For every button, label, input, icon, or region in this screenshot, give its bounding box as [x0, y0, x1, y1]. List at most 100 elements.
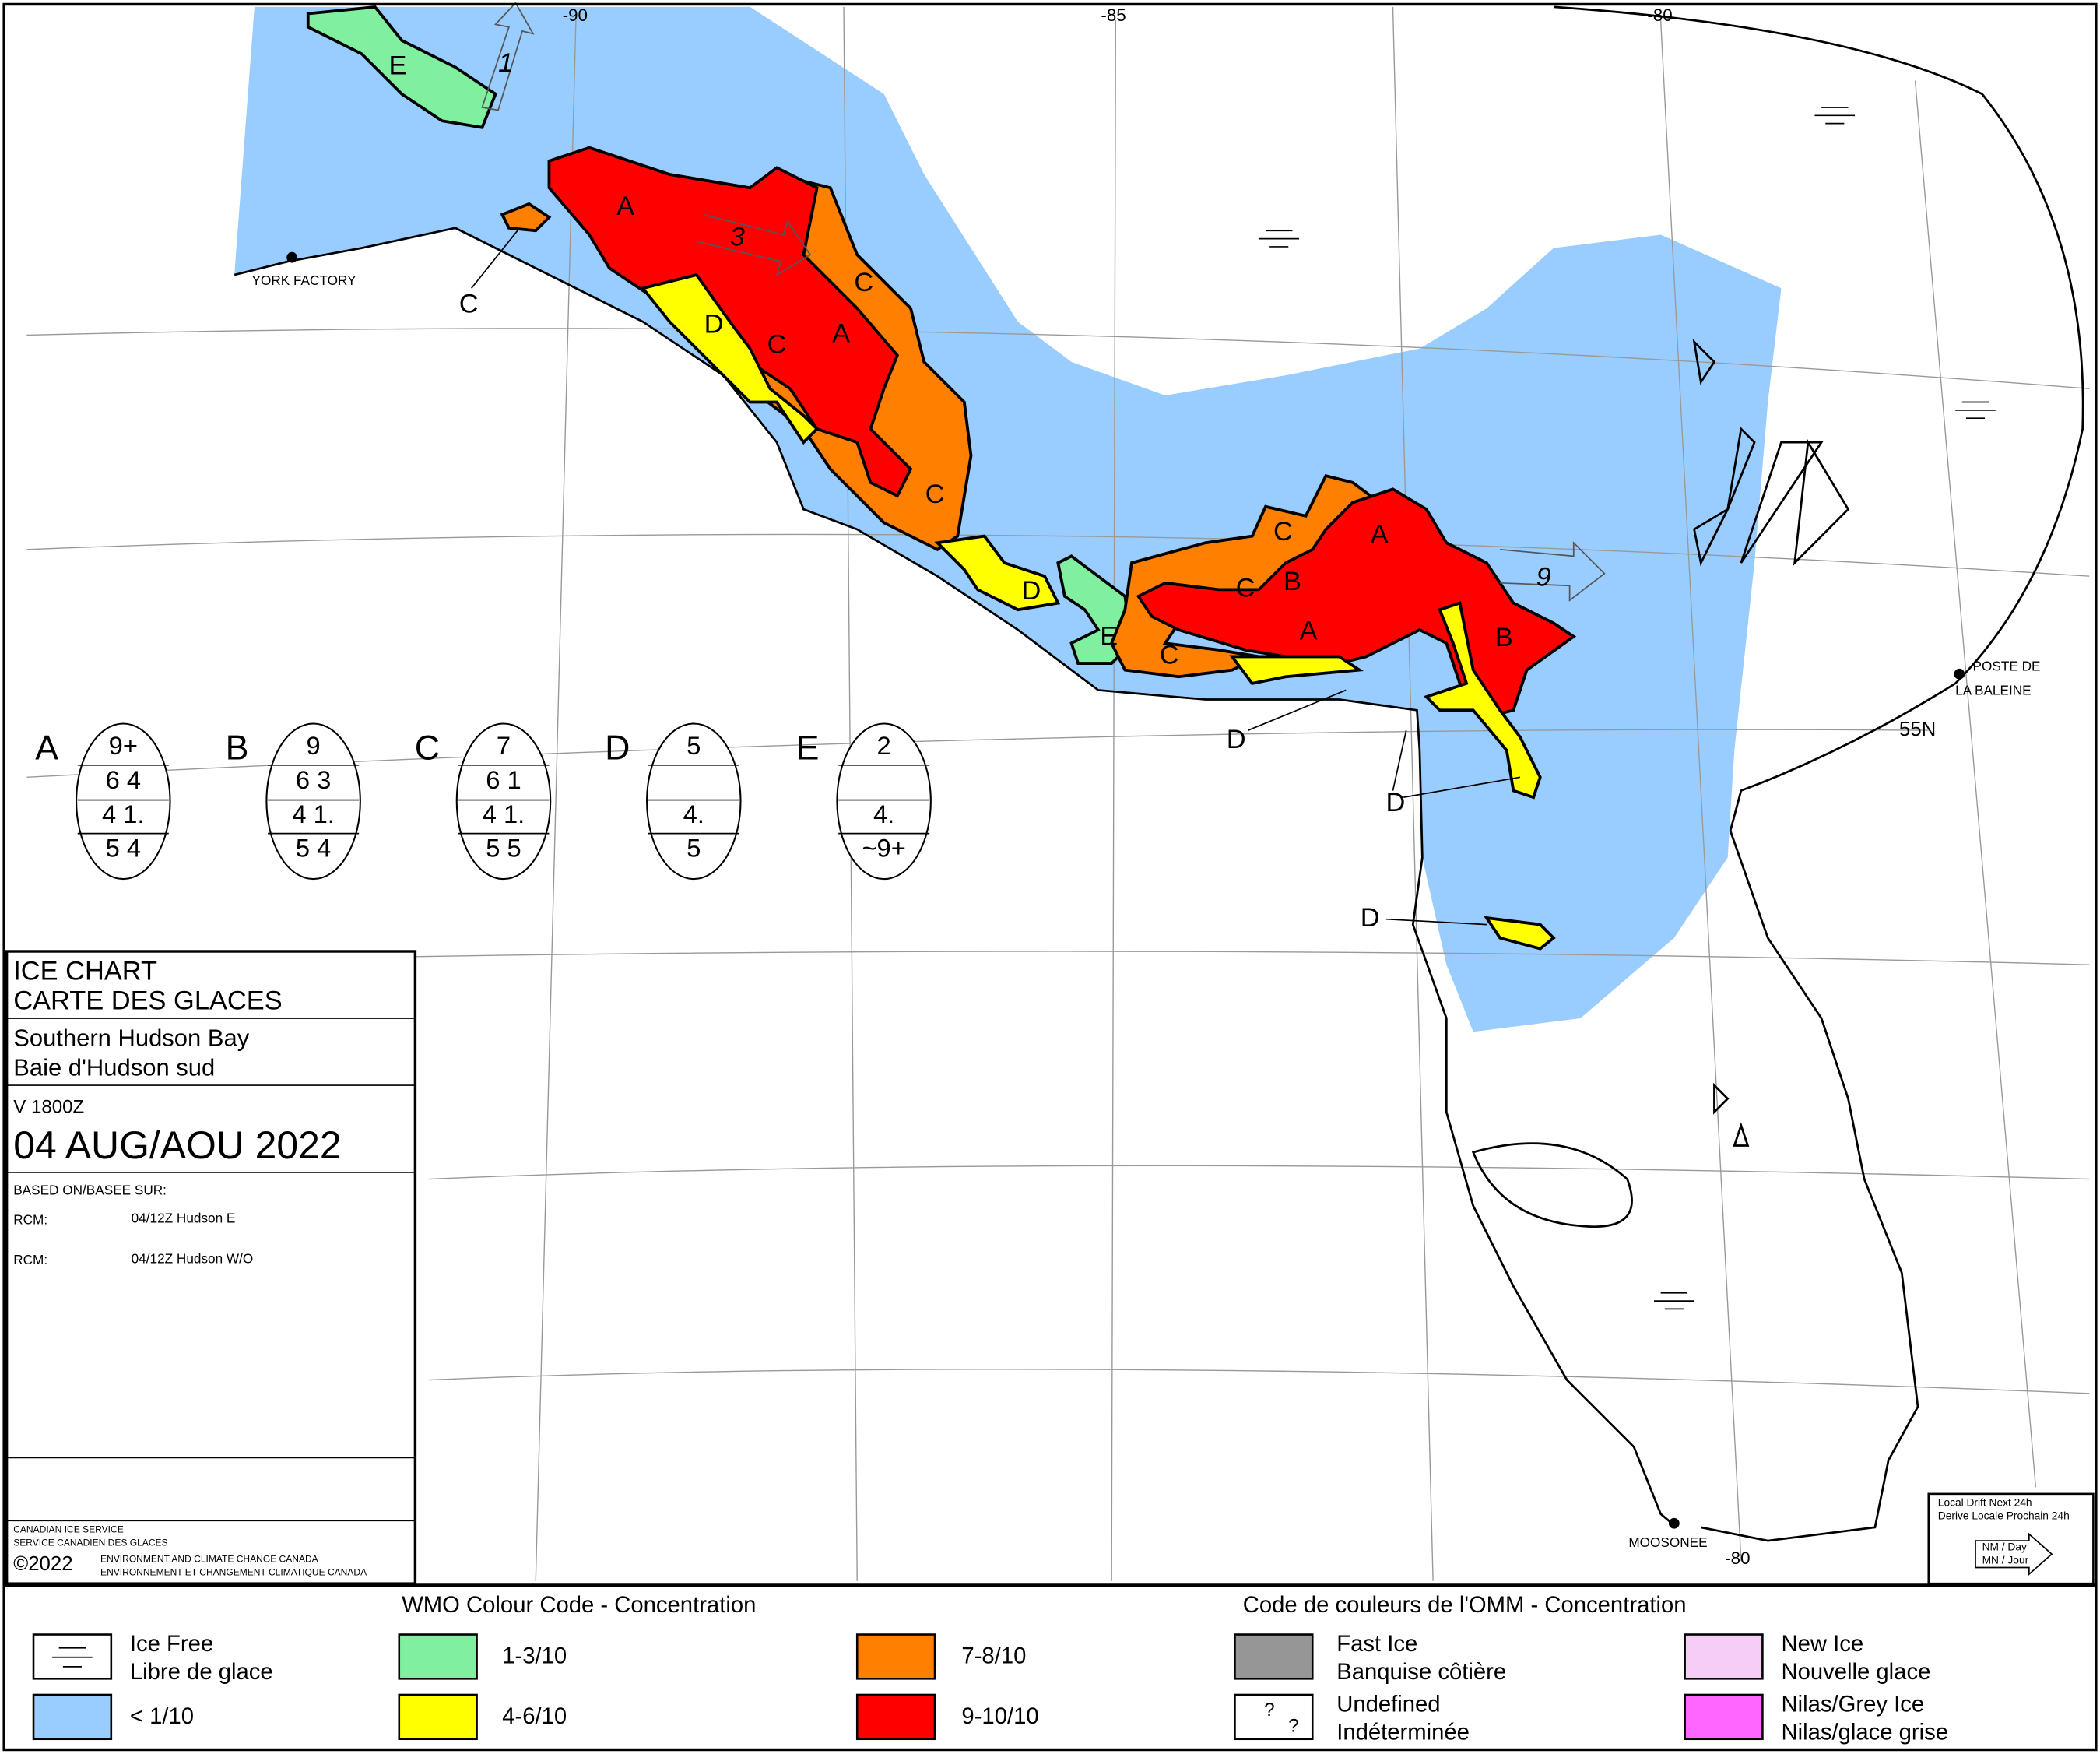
drift-units: NM / Day — [1982, 1541, 2027, 1552]
legend-swatch — [855, 1633, 936, 1680]
legend-label: Nilas/glace grise — [1781, 1721, 1948, 1745]
legend-label: Nouvelle glace — [1781, 1660, 1930, 1685]
region-name: Southern Hudson Bay — [13, 1025, 250, 1052]
legend-swatch — [1684, 1633, 1764, 1680]
area-4-6 — [1424, 601, 1542, 800]
legend-label: Undefined — [1336, 1692, 1440, 1717]
region-label: A — [832, 319, 850, 349]
egg-value: 7 — [497, 731, 511, 760]
legend-title: Code de couleurs de l'OMM - Concentratio… — [1243, 1593, 1687, 1618]
egg-value: 4 1. — [102, 800, 145, 828]
egg-value: 5 5 — [486, 834, 521, 863]
source-detail: 04/12Z Hudson W/O — [132, 1250, 254, 1266]
department: ENVIRONMENT AND CLIMATE CHANGE CANADA — [100, 1553, 318, 1564]
title-block: ICE CHART CARTE DES GLACES Southern Huds… — [5, 950, 417, 1585]
longitude-label: -90 — [563, 5, 588, 25]
agency: SERVICE CANADIEN DES GLACES — [13, 1538, 167, 1548]
drift-arrow — [1975, 1532, 2053, 1576]
ice-areas — [306, 5, 1577, 951]
region-labels: E C A C D C A C D E C C B C A A B D D D — [389, 51, 1513, 932]
area-4-6 — [934, 534, 1061, 612]
region-label: A — [1371, 520, 1389, 550]
agency: CANADIAN ICE SERVICE — [13, 1524, 124, 1535]
drift-units: MN / Jour — [1982, 1555, 2029, 1566]
area-7-8 — [500, 202, 552, 233]
place-marker — [1668, 1517, 1680, 1529]
drift-value: 9 — [1536, 563, 1551, 592]
place-name: POSTE DE — [1973, 659, 2041, 674]
egg-value: 5 — [687, 834, 701, 863]
legend-label: Ice Free — [130, 1632, 213, 1657]
egg-label: E — [796, 729, 820, 768]
egg-value: 5 — [687, 731, 701, 760]
source-detail: 04/12Z Hudson E — [132, 1211, 236, 1226]
valid-time: V 1800Z — [13, 1097, 84, 1118]
legend-label: 9-10/10 — [961, 1704, 1038, 1729]
egg-oval — [76, 722, 171, 881]
region-label: C — [854, 268, 873, 297]
egg-codes: A 9+ 6 4 4 1. 5 4 B 9 6 3 4 1. 5 4 C 7 6 1 4 1. 5 5 D 5 4… — [35, 722, 932, 881]
legend-swatch — [1234, 1693, 1314, 1741]
region-label: C — [459, 290, 479, 319]
places: YORK FACTORY POSTE DE LA BALEINE MOOSONE… — [251, 251, 2041, 1550]
area-4-6 — [1484, 916, 1556, 951]
egg-label: D — [605, 729, 630, 768]
egg-value: ~9+ — [862, 834, 905, 863]
region-label: D — [704, 310, 724, 339]
coastline — [234, 5, 2084, 1542]
area-4-6 — [1229, 655, 1364, 685]
based-on: BASED ON/BASEE SUR: — [13, 1183, 167, 1198]
undefined-symbol: ? — [1264, 1700, 1274, 1721]
egg-value: 4. — [683, 800, 704, 828]
legend-label: < 1/10 — [130, 1704, 194, 1729]
place-name: MOOSONEE — [1628, 1534, 1707, 1550]
egg-value: 4 1. — [483, 800, 525, 828]
region-label: B — [1284, 567, 1301, 596]
source-sensor: RCM: — [13, 1211, 47, 1227]
area-4-6 — [640, 272, 820, 445]
egg-value: 2 — [877, 731, 891, 760]
chart-title: CARTE DES GLACES — [13, 986, 282, 1015]
ice-free-symbol — [52, 1647, 93, 1668]
legend-label: Nilas/Grey Ice — [1781, 1692, 1924, 1717]
legend-swatch — [855, 1693, 936, 1741]
egg-value: 5 4 — [296, 834, 331, 863]
region-label: D — [1361, 903, 1380, 933]
egg-oval — [646, 722, 742, 881]
copyright: ©2022 — [13, 1553, 72, 1575]
legend-label: 1-3/10 — [502, 1644, 567, 1669]
drift-title: Derive Locale Prochain 24h — [1938, 1510, 2070, 1522]
drift-value: 1 — [498, 48, 513, 78]
legend-swatch — [1234, 1633, 1314, 1680]
region-name: Baie d'Hudson sud — [13, 1054, 215, 1081]
legend-label: Fast Ice — [1336, 1632, 1417, 1657]
drift-value: 3 — [730, 223, 745, 252]
egg-value: 9+ — [109, 731, 138, 760]
region-label: A — [616, 192, 634, 221]
area-1-3 — [306, 5, 497, 129]
legend-label: 7-8/10 — [961, 1644, 1026, 1669]
legend-label: Indéterminée — [1336, 1721, 1470, 1745]
drift-frame — [1927, 1492, 2095, 1585]
longitude-label: -80 — [1725, 1548, 1750, 1568]
egg-value: 9 — [307, 731, 321, 760]
legend-label: New Ice — [1781, 1632, 1863, 1657]
undefined-symbol: ? — [1288, 1716, 1298, 1737]
egg-value: 4 1. — [292, 800, 335, 828]
legend-swatch — [1684, 1693, 1764, 1741]
legend-title: WMO Colour Code - Concentration — [402, 1593, 756, 1618]
legend-label: Libre de glace — [130, 1660, 273, 1685]
egg-oval — [265, 722, 361, 881]
place-marker — [286, 251, 297, 263]
drift-arrows — [481, 2, 1606, 602]
chart-date: 04 AUG/AOU 2022 — [13, 1123, 341, 1167]
source-sensor: RCM: — [13, 1252, 47, 1267]
egg-value: 6 1 — [486, 765, 521, 794]
place-name: YORK FACTORY — [251, 272, 356, 288]
egg-value: 6 3 — [296, 765, 331, 794]
egg-oval — [455, 722, 552, 881]
egg-oval — [836, 722, 932, 881]
place-name: LA BALEINE — [1955, 683, 2031, 698]
region-label: C — [925, 480, 945, 509]
